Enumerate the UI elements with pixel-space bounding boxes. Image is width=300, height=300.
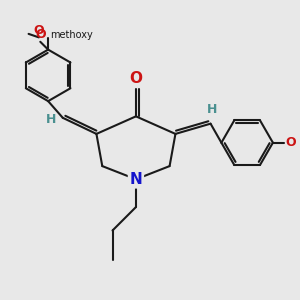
Text: O: O (129, 71, 142, 86)
Text: O: O (33, 24, 44, 38)
Text: H: H (46, 113, 56, 126)
Text: N: N (130, 172, 142, 187)
Text: O: O (285, 136, 296, 149)
Text: H: H (207, 103, 217, 116)
Text: O: O (35, 28, 46, 41)
Text: methoxy: methoxy (50, 30, 93, 40)
